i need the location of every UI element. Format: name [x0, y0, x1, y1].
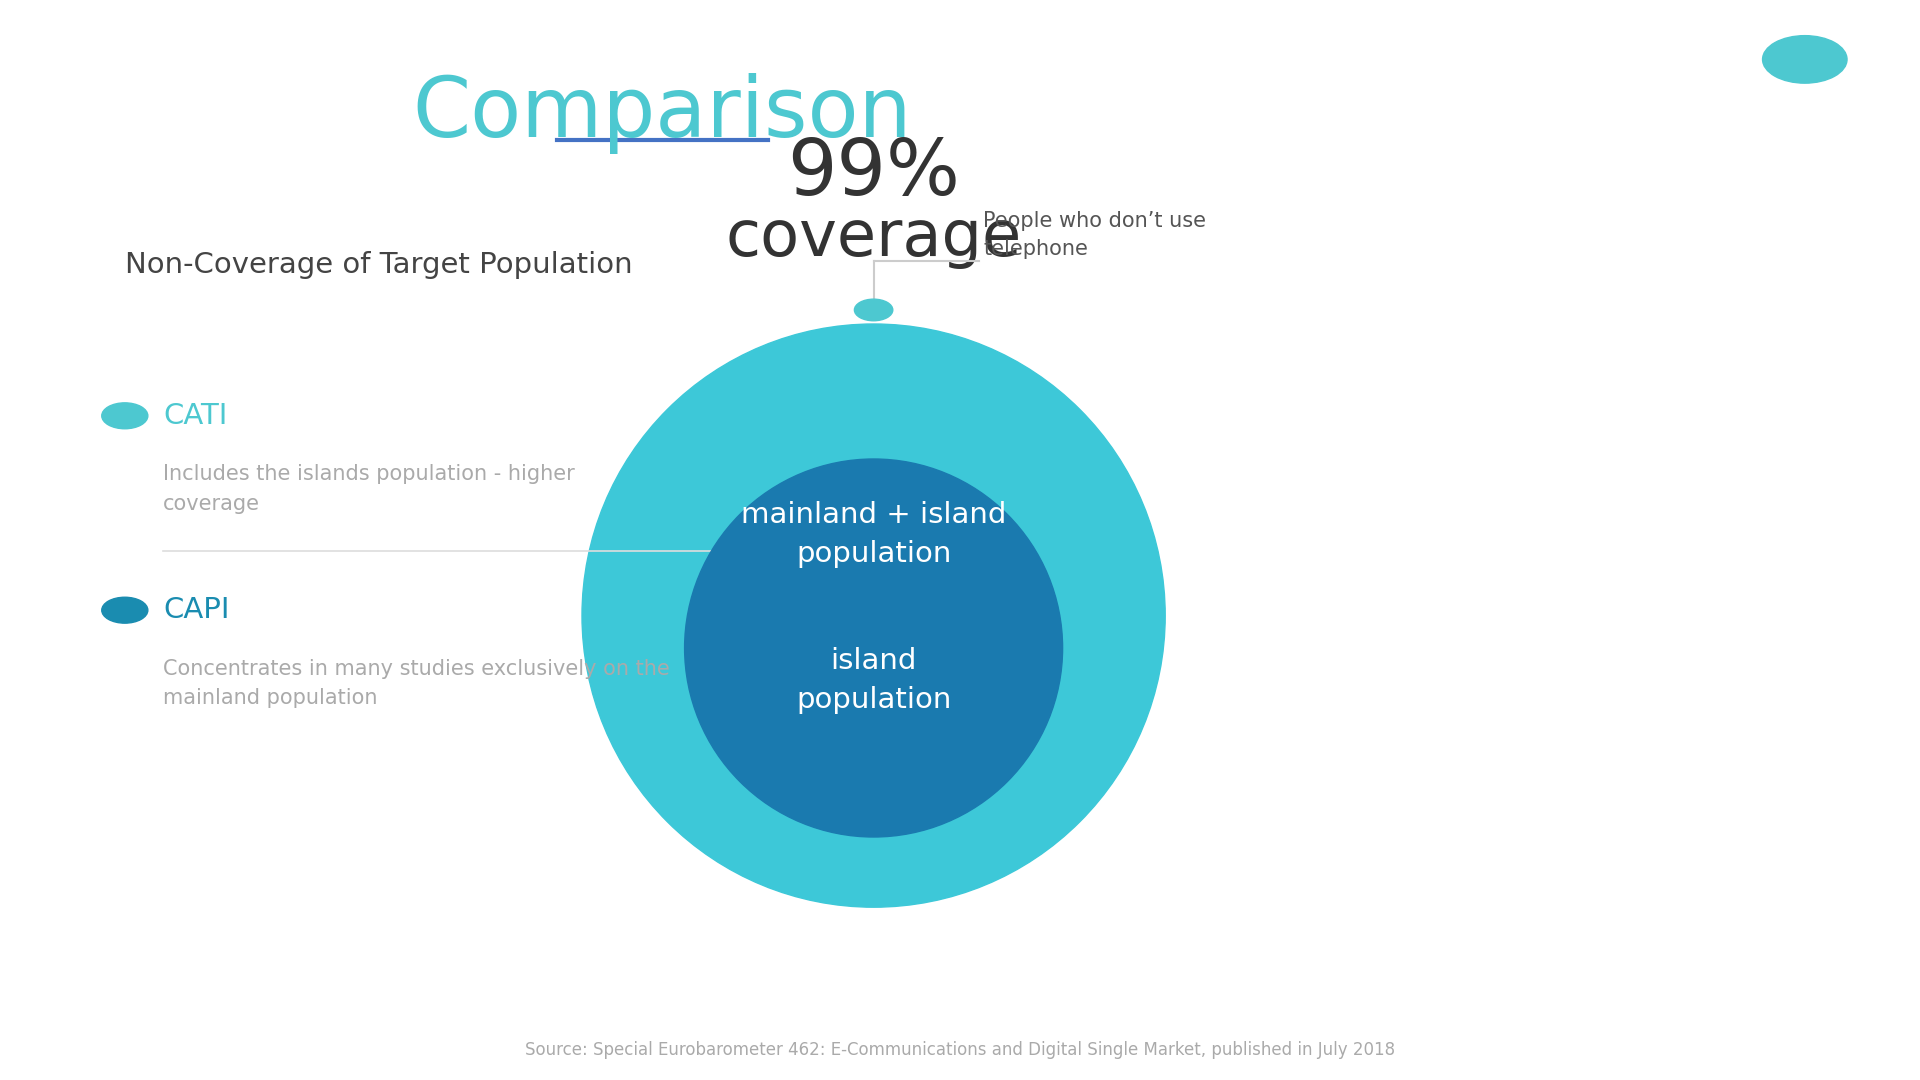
Circle shape [854, 299, 893, 321]
Text: Comparison: Comparison [413, 72, 912, 153]
Circle shape [102, 597, 148, 623]
Text: coverage: coverage [726, 206, 1021, 269]
Text: Includes the islands population - higher
coverage: Includes the islands population - higher… [163, 464, 574, 514]
Text: 99%: 99% [787, 135, 960, 211]
Ellipse shape [582, 324, 1165, 907]
Text: CAPI: CAPI [163, 596, 230, 624]
Circle shape [1763, 36, 1847, 83]
Text: 9: 9 [1797, 50, 1812, 69]
Text: Non-Coverage of Target Population: Non-Coverage of Target Population [125, 251, 632, 279]
Text: Concentrates in many studies exclusively on the
mainland population: Concentrates in many studies exclusively… [163, 659, 670, 708]
Circle shape [102, 403, 148, 429]
Text: CATI: CATI [163, 402, 228, 430]
Text: Source: Special Eurobarometer 462: E-Communications and Digital Single Market, p: Source: Special Eurobarometer 462: E-Com… [524, 1041, 1396, 1058]
Text: island
population: island population [797, 647, 950, 714]
Ellipse shape [685, 459, 1062, 837]
Text: mainland + island
population: mainland + island population [741, 501, 1006, 568]
Text: People who don’t use
telephone: People who don’t use telephone [983, 212, 1206, 259]
